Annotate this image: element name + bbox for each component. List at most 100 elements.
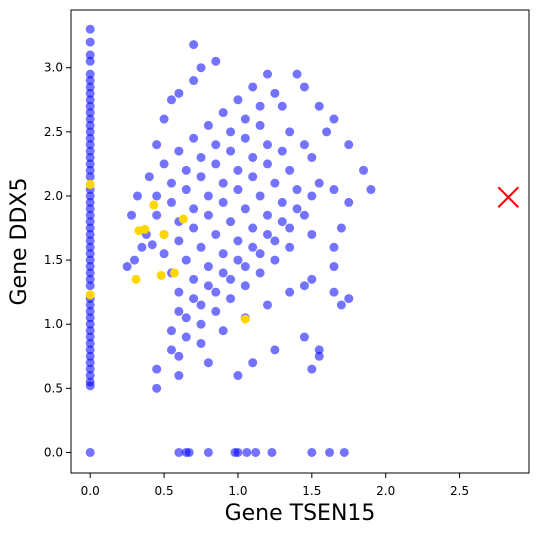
main-point	[218, 178, 228, 188]
red-x-marker	[497, 186, 520, 208]
highlight-points-layer	[85, 179, 250, 324]
main-point	[85, 140, 95, 150]
main-point	[85, 82, 95, 92]
main-point	[255, 249, 265, 259]
main-point	[166, 178, 176, 188]
main-point	[285, 242, 295, 252]
x-tick-label: 1.5	[302, 484, 321, 498]
y-tick-label: 0.5	[44, 381, 63, 395]
main-point	[203, 281, 213, 291]
main-point	[314, 345, 324, 355]
main-point	[147, 240, 157, 250]
main-point	[285, 165, 295, 175]
main-point	[233, 236, 243, 246]
main-point	[85, 255, 95, 265]
main-point	[218, 108, 228, 118]
main-point	[307, 191, 317, 201]
main-point	[314, 178, 324, 188]
main-point	[85, 358, 95, 368]
annotation-layer	[497, 186, 520, 208]
main-point	[211, 229, 221, 239]
main-point	[242, 447, 252, 457]
main-point	[240, 204, 250, 214]
main-point	[329, 287, 339, 297]
main-point	[189, 223, 199, 233]
main-point	[203, 191, 213, 201]
main-point	[339, 447, 349, 457]
y-tick-label: 1.5	[44, 253, 63, 267]
main-point	[248, 242, 258, 252]
main-point	[277, 197, 287, 207]
main-point	[203, 210, 213, 220]
main-point	[325, 447, 335, 457]
main-point	[85, 127, 95, 137]
main-point	[248, 152, 258, 162]
main-point	[85, 306, 95, 316]
main-point	[262, 140, 272, 150]
main-point	[189, 76, 199, 86]
main-point	[267, 447, 277, 457]
main-point	[152, 364, 162, 374]
main-point	[299, 82, 309, 92]
main-point	[344, 294, 354, 304]
main-point	[85, 159, 95, 169]
main-point	[226, 274, 236, 284]
main-point	[189, 294, 199, 304]
y-axis-label: Gene DDX5	[7, 177, 32, 305]
main-point	[196, 242, 206, 252]
main-point	[240, 114, 250, 124]
main-point	[211, 56, 221, 66]
main-point	[299, 210, 309, 220]
main-point	[85, 37, 95, 47]
main-point	[329, 114, 339, 124]
main-point	[307, 274, 317, 284]
x-axis-label: Gene TSEN15	[225, 501, 376, 526]
highlight-point	[240, 314, 250, 324]
main-point	[174, 88, 184, 98]
main-point	[85, 101, 95, 111]
main-point	[184, 447, 194, 457]
main-point	[233, 95, 243, 105]
x-tick-label: 2.0	[376, 484, 395, 498]
main-point	[85, 210, 95, 220]
main-point	[85, 50, 95, 60]
main-point	[255, 120, 265, 130]
main-point	[218, 268, 228, 278]
main-point	[226, 294, 236, 304]
main-point	[85, 88, 95, 98]
highlight-point	[169, 268, 179, 278]
main-point	[122, 262, 132, 272]
main-point	[299, 332, 309, 342]
highlight-point	[131, 274, 141, 284]
main-point	[262, 300, 272, 310]
main-point	[85, 172, 95, 182]
main-point	[292, 69, 302, 79]
main-point	[189, 40, 199, 50]
main-point	[159, 114, 169, 124]
main-point	[85, 229, 95, 239]
highlight-point	[85, 179, 95, 189]
main-point	[127, 210, 137, 220]
main-point	[85, 268, 95, 278]
plot-frame	[70, 9, 530, 474]
main-point	[85, 24, 95, 34]
main-point	[159, 249, 169, 259]
main-point	[240, 281, 250, 291]
main-point	[307, 152, 317, 162]
main-point	[226, 127, 236, 137]
main-point	[248, 82, 258, 92]
x-tick-label: 1.0	[228, 484, 247, 498]
main-point	[196, 172, 206, 182]
y-tick-label: 2.0	[44, 189, 63, 203]
main-point	[329, 185, 339, 195]
main-point	[233, 255, 243, 265]
x-tick-label: 0.0	[81, 484, 100, 498]
main-point	[85, 371, 95, 381]
y-tick-label: 3.0	[44, 61, 63, 75]
main-point	[240, 133, 250, 143]
main-point	[85, 313, 95, 323]
main-point	[85, 95, 95, 105]
main-point	[189, 204, 199, 214]
main-point	[255, 101, 265, 111]
main-point	[248, 358, 258, 368]
